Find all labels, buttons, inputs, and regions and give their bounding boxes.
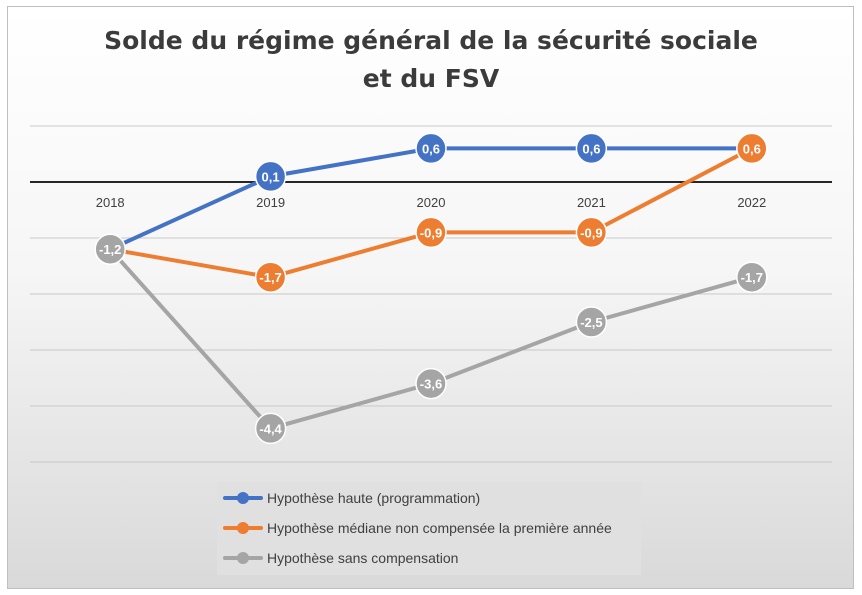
legend: Hypothèse haute (programmation) Hypothès… — [217, 482, 641, 575]
chart-title-line-2: et du FSV — [362, 64, 500, 93]
data-point-marker — [254, 261, 287, 293]
data-point: 0,6 — [415, 132, 447, 165]
legend-item-sans-compensation[interactable]: Hypothèse sans compensation — [217, 548, 458, 568]
data-point-marker — [415, 367, 447, 400]
data-point: -3,6 — [415, 367, 447, 400]
data-point: -0,9 — [415, 216, 447, 249]
data-point: 0,6 — [736, 132, 768, 165]
x-tick-labels: 2018 2019 2020 2021 2022 — [96, 195, 767, 210]
data-point-marker — [254, 160, 287, 193]
data-point-marker — [415, 132, 447, 165]
data-point: -1,7 — [736, 261, 768, 293]
chart-title-line-1: Solde du régime général de la sécurité s… — [104, 26, 758, 55]
data-label: 0,1 — [262, 169, 280, 184]
data-point: -1,2 — [94, 233, 126, 265]
data-label: -1,2 — [99, 242, 121, 257]
data-point: -2,5 — [575, 306, 608, 338]
data-point-marker — [575, 216, 608, 249]
data-points: -1,2 -4,4 -3,6 -2,5 -1,7 -1,7 -0,9 -0,9 0,6 0,1 0,… — [94, 132, 768, 445]
data-label: -4,4 — [259, 421, 282, 436]
data-point: -0,9 — [575, 216, 608, 249]
legend-label-haute: Hypothèse haute (programmation) — [267, 490, 481, 506]
x-tick-label: 2022 — [737, 195, 766, 210]
legend-item-mediane[interactable]: Hypothèse médiane non compensée la premi… — [217, 518, 612, 538]
data-point-marker — [415, 216, 447, 249]
data-point-marker — [575, 306, 608, 338]
x-tick-label: 2018 — [96, 195, 125, 210]
data-point: -4,4 — [254, 412, 287, 445]
data-point: 0,6 — [575, 132, 608, 165]
data-point: 0,1 — [254, 160, 287, 193]
legend-marker-mediane — [221, 518, 265, 538]
legend-marker-haute — [221, 488, 265, 508]
data-label: 0,6 — [743, 141, 761, 156]
data-label: 0,6 — [422, 141, 440, 156]
data-point-marker — [94, 233, 126, 265]
data-label: 0,6 — [582, 141, 600, 156]
series-line — [108, 146, 754, 280]
data-label: -1,7 — [259, 270, 281, 285]
chart-title: Solde du régime général de la sécurité s… — [0, 22, 862, 98]
legend-item-haute[interactable]: Hypothèse haute (programmation) — [217, 488, 480, 508]
data-point-marker — [575, 132, 608, 165]
data-label: -3,6 — [420, 377, 442, 392]
x-tick-label: 2019 — [256, 195, 285, 210]
data-point-marker — [736, 261, 768, 293]
data-point-marker — [254, 412, 287, 445]
legend-label-mediane: Hypothèse médiane non compensée la premi… — [267, 520, 612, 536]
data-label: -0,9 — [420, 225, 442, 240]
data-label: -0,9 — [580, 225, 602, 240]
data-point-marker — [736, 132, 768, 165]
series-line — [108, 247, 754, 431]
data-label: -2,5 — [580, 315, 602, 330]
data-label: -1,7 — [741, 270, 763, 285]
data-point: -1,7 — [254, 261, 287, 293]
legend-marker-sans-compensation — [221, 548, 265, 568]
legend-label-sans-compensation: Hypothèse sans compensation — [267, 550, 459, 566]
x-tick-label: 2020 — [417, 195, 446, 210]
x-tick-label: 2021 — [577, 195, 606, 210]
